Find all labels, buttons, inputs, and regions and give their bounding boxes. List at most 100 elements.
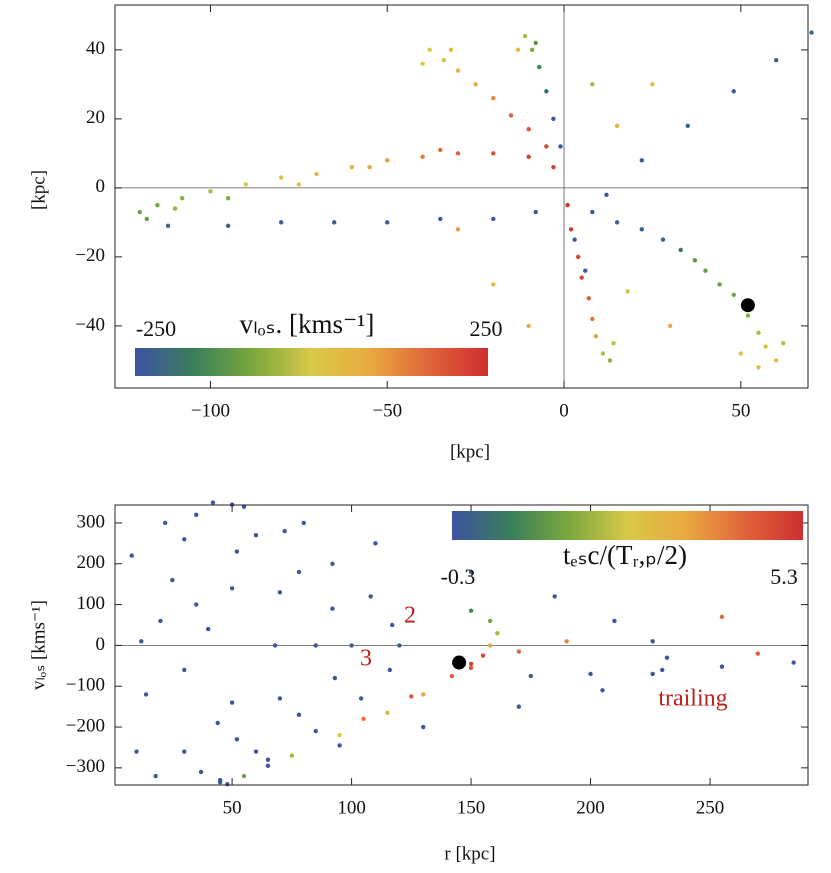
y-tick-label: 200	[77, 552, 106, 573]
point	[590, 209, 595, 215]
point	[215, 720, 220, 726]
point	[361, 716, 366, 722]
point	[234, 737, 240, 742]
point	[296, 569, 302, 575]
point	[537, 64, 542, 70]
point	[468, 661, 474, 666]
point	[692, 258, 698, 263]
point	[473, 82, 478, 87]
point	[332, 675, 338, 681]
point	[781, 340, 786, 346]
point	[544, 144, 549, 149]
point	[134, 749, 139, 754]
x-tick-label: 50	[223, 797, 242, 818]
point	[282, 528, 287, 534]
point	[719, 614, 725, 620]
annotation: 3	[360, 646, 372, 672]
point	[516, 704, 522, 709]
point	[441, 58, 447, 63]
point	[144, 216, 150, 222]
point	[337, 743, 342, 748]
point	[272, 643, 278, 648]
point	[612, 618, 617, 624]
colorbar	[452, 511, 803, 540]
point	[745, 313, 751, 318]
point	[143, 692, 149, 697]
point	[373, 541, 378, 546]
plot-frame	[114, 4, 809, 389]
point	[660, 237, 666, 242]
point	[572, 237, 577, 242]
point	[182, 537, 187, 542]
point	[600, 351, 606, 356]
point	[205, 626, 211, 632]
point	[427, 47, 432, 53]
point	[614, 220, 620, 225]
point	[685, 123, 690, 128]
y-tick-label: 100	[77, 593, 106, 614]
point	[301, 520, 306, 526]
point	[590, 82, 595, 87]
point	[650, 82, 655, 87]
point	[137, 209, 142, 215]
point	[468, 569, 474, 575]
point	[625, 289, 630, 294]
point	[487, 618, 493, 624]
point	[165, 223, 171, 229]
point	[332, 220, 337, 225]
point	[210, 500, 216, 505]
point	[588, 671, 593, 677]
point	[170, 577, 175, 583]
panel: 50 100 150 200 250 −300 −200 −100 0 100 200 300 r [k…	[28, 500, 809, 864]
point	[639, 227, 645, 232]
point	[763, 344, 768, 349]
y-axis-label: [kpc]	[28, 170, 49, 210]
point	[491, 216, 496, 222]
annotation: trailing	[658, 686, 727, 712]
colorbar-max: 250	[470, 316, 503, 341]
point	[590, 316, 595, 322]
point	[660, 667, 665, 673]
annotation: 2	[404, 603, 416, 629]
point	[586, 296, 591, 301]
point	[277, 696, 283, 701]
point	[614, 123, 620, 128]
x-axis-label: [kpc]	[450, 441, 490, 462]
x-tick-label: 250	[696, 797, 725, 818]
point	[756, 330, 761, 335]
point	[172, 206, 178, 211]
point	[421, 692, 426, 697]
point	[162, 520, 168, 526]
point	[253, 533, 259, 538]
colorbar-min: -0.3	[441, 564, 476, 589]
point	[229, 700, 235, 705]
point	[593, 334, 599, 339]
point	[551, 116, 556, 122]
point	[491, 282, 496, 287]
point	[438, 147, 443, 153]
y-tick-label: −300	[66, 756, 105, 777]
point	[515, 47, 521, 53]
point	[664, 655, 670, 660]
point	[468, 665, 474, 671]
colorbar-label: vₗₒₛ. [kms⁻¹]	[240, 309, 375, 339]
point	[604, 192, 609, 197]
point	[438, 216, 443, 222]
point	[544, 89, 549, 94]
point	[738, 351, 744, 356]
y-tick-label: −20	[75, 245, 105, 266]
point	[773, 358, 779, 363]
point	[650, 671, 655, 677]
point	[516, 649, 522, 654]
point	[678, 247, 683, 253]
point	[558, 144, 563, 149]
point	[229, 586, 235, 591]
point	[455, 227, 461, 232]
point	[533, 209, 538, 215]
point	[455, 151, 461, 156]
point	[448, 47, 454, 53]
panel: −100 −50 0 50 −40 −20 0 20 40 [kpc] [kpc] -250 250 vₗ…	[28, 4, 814, 462]
point	[420, 61, 425, 66]
point	[719, 664, 725, 669]
point	[552, 594, 557, 599]
